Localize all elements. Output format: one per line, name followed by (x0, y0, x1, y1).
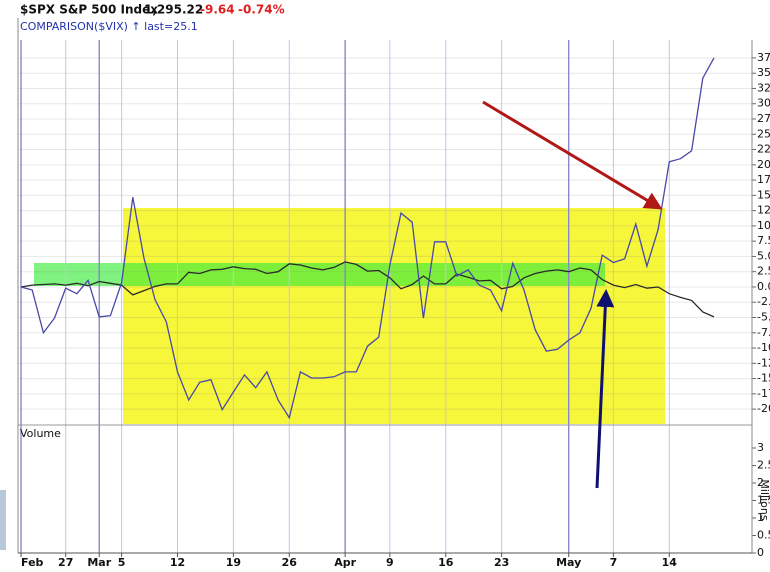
y-tick-label: 15.00% (757, 188, 770, 201)
y-tick-label: 2 (757, 476, 764, 489)
quote-change: -9.64 (200, 3, 235, 17)
x-tick-label: 26 (282, 556, 298, 569)
y-tick-label: 0 (757, 546, 764, 559)
plot-area (18, 40, 756, 557)
annotation-arrow (595, 289, 615, 489)
y-tick-label: 1 (757, 511, 764, 524)
y-tick-label: -10.00% (757, 341, 770, 354)
y-tick-label: 2.50% (757, 265, 770, 278)
y-tick-label: -7.50% (757, 326, 770, 339)
y-tick-label: 5.00% (757, 249, 770, 262)
y-tick-label: 0.5 (757, 529, 770, 542)
x-tick-label: May (556, 556, 581, 569)
x-tick-label: Feb (21, 556, 44, 569)
y-tick-label: -15.00% (757, 372, 770, 385)
y-tick-label: -5.00% (757, 311, 770, 324)
y-tick-label: 7.50% (757, 234, 770, 247)
y-tick-label: -12.50% (757, 356, 770, 369)
y-tick-label: 32.50% (757, 81, 770, 94)
highlight-band (34, 263, 605, 286)
y-tick-label: 10.00% (757, 219, 770, 232)
x-tick-label: 12 (170, 556, 185, 569)
quote-change-percent: -0.74% (238, 3, 285, 17)
y-tick-label: 2.5 (757, 459, 770, 472)
highlight-box (123, 208, 665, 424)
y-tick-label: -17.50% (757, 387, 770, 400)
x-tick-label: 9 (386, 556, 394, 569)
y-tick-label: 30.00% (757, 97, 770, 110)
y-tick-label: 35.00% (757, 66, 770, 79)
x-tick-label: 14 (662, 556, 678, 569)
x-tick-label: 5 (118, 556, 126, 569)
y-tick-label: 20.00% (757, 158, 770, 171)
chart-title: $SPX S&P 500 Index (20, 3, 158, 17)
x-tick-label: 27 (58, 556, 73, 569)
side-fragment (0, 490, 6, 550)
quote-last: 1,295.22 (144, 3, 203, 17)
y-tick-label: 25.00% (757, 127, 770, 140)
y-tick-label: 27.50% (757, 112, 770, 125)
y-tick-label: 0.00% (757, 280, 770, 293)
x-tick-label: 7 (610, 556, 618, 569)
y-tick-label: 3 (757, 441, 764, 454)
annotation-arrow (482, 100, 663, 210)
series-line (20, 57, 715, 420)
x-tick-label: 23 (494, 556, 509, 569)
y-tick-label: 1.5 (757, 494, 770, 507)
volume-label: Volume (20, 427, 61, 440)
y-tick-label: 17.50% (757, 173, 770, 186)
volume-axis-label: Millions (758, 479, 770, 520)
y-tick-label: -2.50% (757, 295, 770, 308)
chart-subtitle: COMPARISON($VIX) ↑ last=25.1 (20, 20, 198, 33)
y-tick-label: 12.50% (757, 204, 770, 217)
x-tick-label: Mar (87, 556, 111, 569)
x-tick-label: 16 (438, 556, 454, 569)
y-tick-label: -20.00% (757, 402, 770, 415)
x-tick-label: Apr (334, 556, 356, 569)
y-tick-label: 22.50% (757, 143, 770, 156)
series-line (20, 261, 715, 318)
x-tick-label: 19 (226, 556, 241, 569)
y-tick-label: 37.50% (757, 51, 770, 64)
